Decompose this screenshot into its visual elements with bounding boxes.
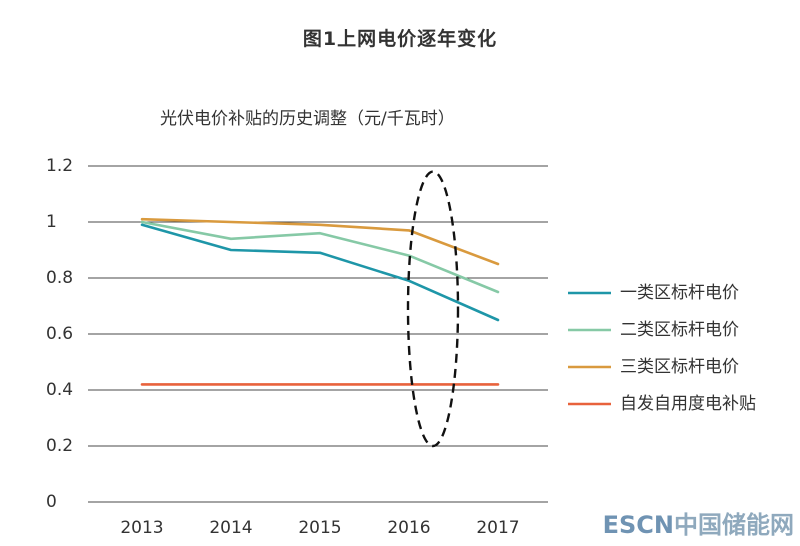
y-tick-label: 1 (46, 212, 57, 232)
gridlines (88, 165, 548, 503)
x-tick-label: 2016 (387, 518, 430, 538)
chart-title: 光伏电价补贴的历史调整（元/千瓦时） (160, 109, 455, 129)
series-line-2 (140, 220, 500, 294)
dashed-ellipse-annotation (406, 170, 460, 448)
x-tick-label: 2015 (298, 518, 341, 538)
legend-label: 自发自用度电补贴 (620, 394, 756, 414)
x-axis-tick-labels: 2013 2014 2015 2016 2017 (120, 518, 519, 538)
legend-label: 三类区标杆电价 (620, 357, 739, 377)
y-tick-label: 0.4 (46, 380, 73, 400)
y-tick-label: 0.6 (46, 324, 73, 344)
y-axis-tick-labels: 0 0.2 0.4 0.6 0.8 1 1.2 (46, 156, 73, 512)
legend-label: 一类区标杆电价 (620, 283, 739, 303)
y-tick-label: 0 (46, 492, 57, 512)
series-line-1 (140, 223, 500, 322)
series-line-3 (140, 217, 500, 266)
series-lines (140, 217, 500, 386)
x-tick-label: 2013 (120, 518, 163, 538)
legend-label: 二类区标杆电价 (620, 320, 739, 340)
x-tick-label: 2014 (209, 518, 252, 538)
watermark-cjk: 中国储能网 (674, 511, 794, 539)
watermark-latin: ESCN (602, 511, 674, 539)
annotations (406, 170, 460, 448)
watermark-logo: ESCN中国储能网 (603, 505, 794, 540)
y-tick-label: 0.2 (46, 436, 73, 456)
y-tick-label: 0.8 (46, 268, 73, 288)
figure-title: 图1上网电价逐年变化 (302, 28, 498, 50)
x-tick-label: 2017 (476, 518, 519, 538)
y-tick-label: 1.2 (46, 156, 73, 176)
